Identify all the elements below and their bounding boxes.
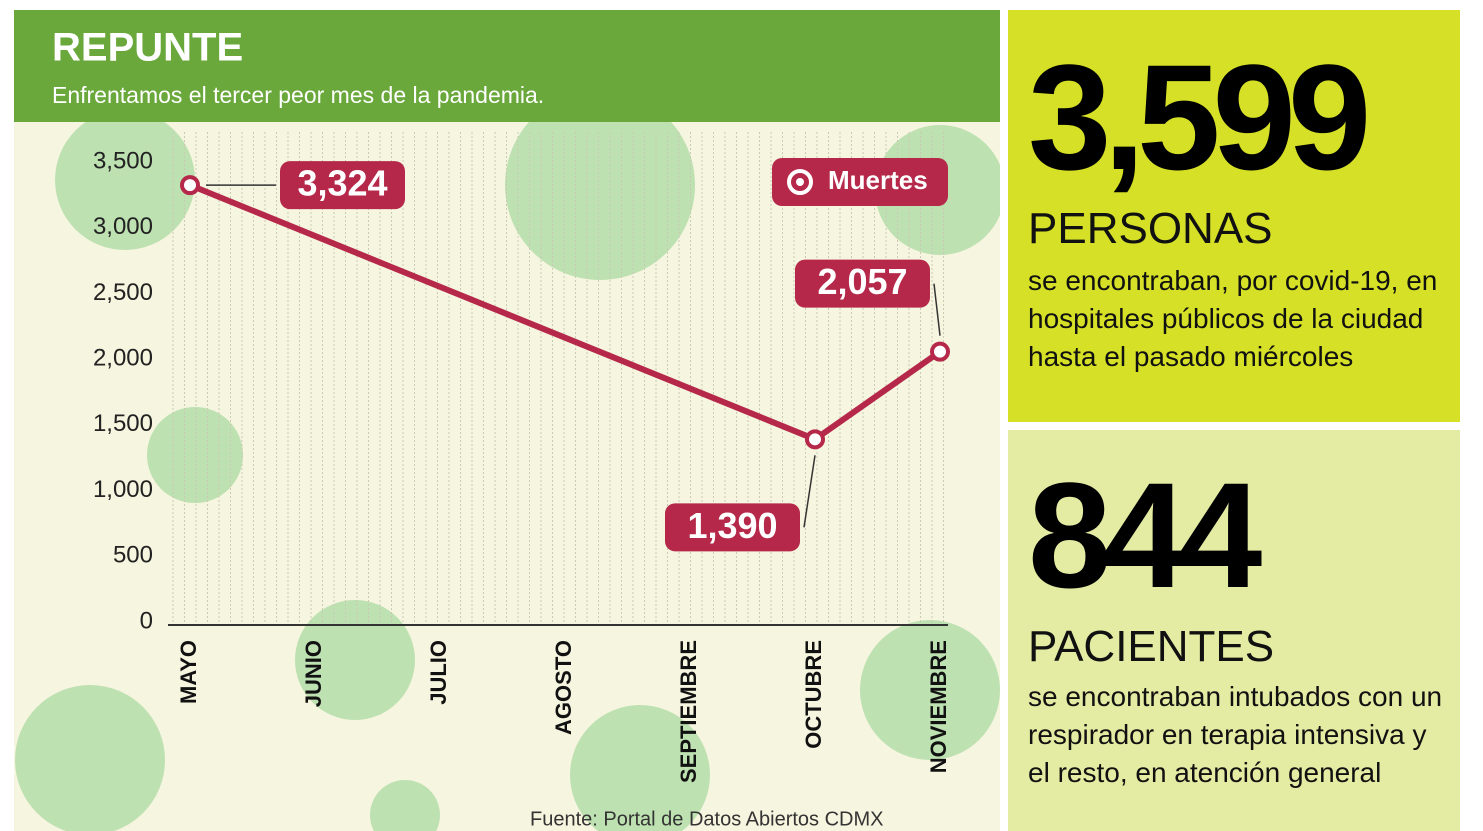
y-tick-label: 3,000: [93, 213, 153, 240]
panel-label: PERSONAS: [1028, 204, 1460, 254]
y-tick-label: 1,000: [93, 476, 153, 503]
y-tick-label: 0: [140, 607, 153, 634]
x-tick-label: AGOSTO: [551, 640, 576, 735]
y-tick-label: 500: [113, 542, 153, 569]
chart-subtitle: Enfrentamos el tercer peor mes de la pan…: [52, 82, 544, 108]
x-tick-label: JUNIO: [301, 640, 326, 707]
big-number: 3,599: [1028, 42, 1460, 192]
legend-label: Muertes: [828, 165, 928, 195]
panel-text: se encontraban intubados con un respirad…: [1028, 678, 1448, 792]
value-label: 3,324: [297, 163, 387, 204]
x-tick-label: NOVIEMBRE: [926, 640, 951, 773]
x-tick-label: OCTUBRE: [801, 640, 826, 749]
panel-text: se encontraban, por covid-19, en hospita…: [1028, 262, 1448, 376]
y-tick-label: 2,500: [93, 279, 153, 306]
panel: 844 PACIENTES se encontraban intubados c…: [1008, 430, 1460, 831]
infographic: REPUNTE Enfrentamos el tercer peor mes d…: [0, 0, 1483, 831]
data-point: [182, 177, 198, 193]
legend-icon: [796, 178, 804, 186]
y-tick-label: 1,500: [93, 410, 153, 437]
value-label: 2,057: [817, 261, 907, 302]
x-tick-label: MAYO: [176, 640, 201, 704]
y-tick-label: 3,500: [93, 147, 153, 174]
chart-title: REPUNTE: [52, 26, 243, 70]
source: Fuente: Portal de Datos Abiertos CDMX: [530, 808, 884, 830]
data-point: [807, 431, 823, 447]
panel-label: PACIENTES: [1028, 622, 1460, 672]
x-tick-label: JULIO: [426, 640, 451, 705]
data-point: [932, 344, 948, 360]
y-tick-label: 2,000: [93, 344, 153, 371]
big-number: 844: [1028, 460, 1460, 610]
value-label: 1,390: [687, 505, 777, 546]
x-tick-label: SEPTIEMBRE: [676, 640, 701, 783]
panel: 3,599 PERSONAS se encontraban, por covid…: [1008, 10, 1460, 422]
chart: REPUNTE Enfrentamos el tercer peor mes d…: [0, 0, 1000, 831]
